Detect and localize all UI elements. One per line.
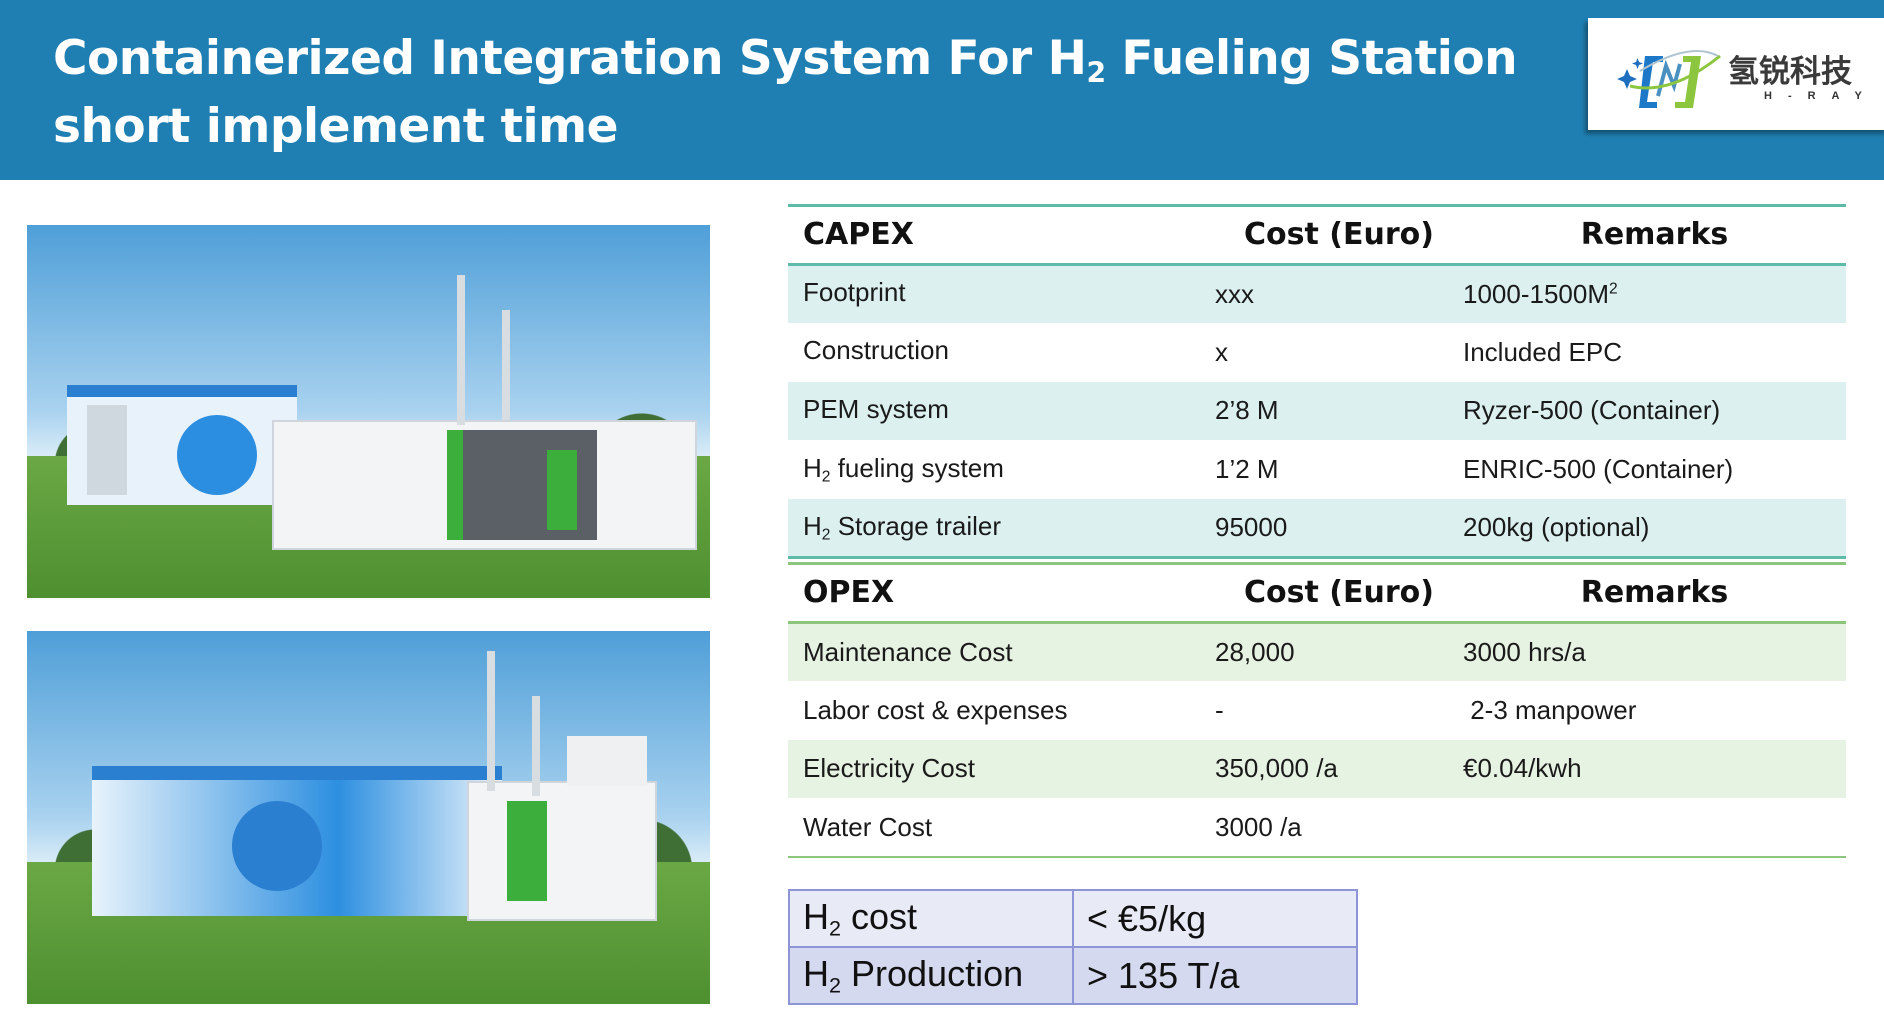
capex-row: PEM system 2’8 M Ryzer-500 (Container) bbox=[788, 381, 1846, 441]
capex-cost: 95000 bbox=[1215, 512, 1288, 543]
capex-item: Construction bbox=[803, 335, 949, 366]
summary-table: H2 cost < €5/kg H2 Production > 135 T/a bbox=[788, 889, 1358, 1005]
capex-row: H2 fueling system 1’2 M ENRIC-500 (Conta… bbox=[788, 440, 1846, 499]
capex-item: H2 Storage trailer bbox=[803, 510, 1001, 544]
header-bar: Containerized Integration System For H2 … bbox=[0, 0, 1884, 180]
capex-header-row: CAPEX Cost (Euro) Remarks bbox=[788, 206, 1846, 265]
title-text: Containerized Integration System For H bbox=[53, 31, 1087, 86]
header-opex: OPEX bbox=[803, 575, 895, 611]
summary-row: H2 cost < €5/kg bbox=[788, 889, 1358, 948]
opex-remark: 3000 hrs/a bbox=[1463, 636, 1586, 667]
summary-row: H2 Production > 135 T/a bbox=[788, 946, 1358, 1005]
opex-header-row: OPEX Cost (Euro) Remarks bbox=[788, 564, 1846, 623]
opex-row: Labor cost & expenses - 2-3 manpower bbox=[788, 681, 1846, 740]
hray-logo: 氢锐科技 H-RAY bbox=[1588, 18, 1884, 130]
opex-row: Electricity Cost 350,000 /a €0.04/kwh bbox=[788, 739, 1846, 799]
summary-label: H2 cost bbox=[788, 889, 1074, 948]
header-capex: CAPEX bbox=[803, 217, 914, 253]
logo-mark-icon bbox=[1617, 50, 1721, 108]
capex-table: CAPEX Cost (Euro) Remarks Footprint xxx … bbox=[788, 204, 1846, 560]
opex-item: Maintenance Cost bbox=[803, 636, 1013, 667]
opex-cost: 3000 /a bbox=[1215, 811, 1302, 842]
capex-item: H2 fueling system bbox=[803, 452, 1004, 486]
opex-item: Electricity Cost bbox=[803, 753, 975, 784]
capex-row: Footprint xxx 1000-1500M2 bbox=[788, 264, 1846, 323]
capex-item: Footprint bbox=[803, 277, 906, 308]
capex-remark: Ryzer-500 (Container) bbox=[1463, 395, 1721, 426]
logo-text-cn: 氢锐科技 bbox=[1728, 54, 1852, 90]
capex-cost: 1’2 M bbox=[1215, 454, 1279, 485]
logo-text-en: H-RAY bbox=[1764, 90, 1878, 102]
summary-value: < €5/kg bbox=[1072, 889, 1358, 948]
opex-item: Labor cost & expenses bbox=[803, 694, 1068, 725]
header-remarks: Remarks bbox=[1580, 217, 1729, 253]
summary-label: H2 Production bbox=[788, 946, 1074, 1005]
page-subtitle: short implement time bbox=[53, 99, 619, 155]
capex-cost: xxx bbox=[1215, 278, 1254, 309]
opex-row: Maintenance Cost 28,000 3000 hrs/a bbox=[788, 622, 1846, 681]
capex-remark: Included EPC bbox=[1463, 336, 1622, 367]
capex-cost: x bbox=[1215, 336, 1228, 367]
title-text: Fueling Station bbox=[1105, 31, 1518, 86]
page-title: Containerized Integration System For H2 … bbox=[53, 31, 1518, 155]
opex-item: Water Cost bbox=[803, 811, 933, 842]
capex-cost: 2’8 M bbox=[1215, 395, 1279, 426]
capex-remark: ENRIC-500 (Container) bbox=[1463, 454, 1734, 485]
opex-table: OPEX Cost (Euro) Remarks Maintenance Cos… bbox=[788, 562, 1846, 858]
opex-cost: - bbox=[1215, 694, 1224, 725]
capex-remark: 1000-1500M2 bbox=[1463, 278, 1618, 309]
header-cost: Cost (Euro) bbox=[1244, 217, 1434, 253]
opex-cost: 28,000 bbox=[1215, 636, 1295, 667]
opex-cost: 350,000 /a bbox=[1215, 753, 1338, 784]
summary-value: > 135 T/a bbox=[1072, 946, 1358, 1005]
capex-item: PEM system bbox=[803, 394, 949, 425]
header-cost: Cost (Euro) bbox=[1244, 575, 1434, 611]
capex-row: Construction x Included EPC bbox=[788, 323, 1846, 382]
opex-remark: 2-3 manpower bbox=[1463, 694, 1637, 725]
container-station-photo-1 bbox=[27, 225, 710, 598]
header-remarks: Remarks bbox=[1580, 575, 1729, 611]
opex-remark bbox=[1463, 798, 1846, 857]
opex-remark: €0.04/kwh bbox=[1463, 753, 1582, 784]
opex-row: Water Cost 3000 /a bbox=[788, 798, 1846, 857]
title-subscript: 2 bbox=[1086, 56, 1106, 90]
container-station-photo-2 bbox=[27, 631, 710, 1004]
capex-row: H2 Storage trailer 95000 200kg (optional… bbox=[788, 498, 1846, 558]
capex-remark: 200kg (optional) bbox=[1463, 512, 1650, 543]
